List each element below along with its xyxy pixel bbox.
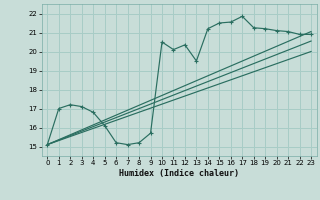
X-axis label: Humidex (Indice chaleur): Humidex (Indice chaleur) bbox=[119, 169, 239, 178]
